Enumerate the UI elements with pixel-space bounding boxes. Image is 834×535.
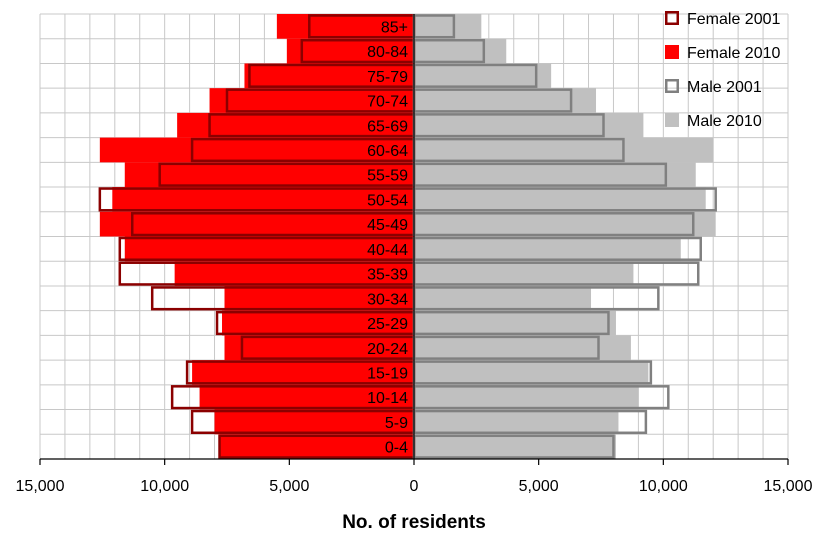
bar-female-2010 bbox=[214, 409, 414, 435]
bar-male-2010 bbox=[414, 187, 706, 212]
bar-male-2010 bbox=[414, 384, 639, 410]
bar-female-2010 bbox=[99, 137, 414, 163]
bar-male-2010 bbox=[414, 335, 631, 361]
bar-female-2010 bbox=[286, 38, 414, 64]
bar-female-2010 bbox=[224, 335, 414, 361]
legend-swatch-outline bbox=[665, 11, 679, 25]
legend-label: Female 2010 bbox=[687, 45, 780, 62]
legend-swatch-fill bbox=[665, 113, 679, 127]
x-tick-label: 0 bbox=[410, 478, 419, 495]
age-group-label: 0-4 bbox=[385, 440, 408, 457]
age-group-label: 65-69 bbox=[367, 118, 408, 135]
bar-female-2010 bbox=[224, 285, 414, 311]
x-tick-label: 15,000 bbox=[764, 478, 813, 495]
age-group-label: 15-19 bbox=[367, 365, 408, 382]
bar-female-2010 bbox=[244, 63, 414, 89]
age-group-labels: 0-4 5-9 10-14 15-19 20-24 25-29 30-34 35-39 40-4… bbox=[367, 19, 408, 456]
bar-female-2010 bbox=[199, 384, 414, 410]
bar-female-2010 bbox=[99, 211, 414, 237]
bar-male-2010 bbox=[414, 409, 619, 435]
legend-label: Female 2001 bbox=[687, 11, 780, 28]
x-tick-label: 15,000 bbox=[16, 478, 65, 495]
bar-male-2010 bbox=[414, 63, 552, 89]
bar-male-2010 bbox=[414, 285, 592, 311]
x-tick-label: 10,000 bbox=[639, 478, 688, 495]
bars bbox=[98, 14, 717, 459]
bar-male-2010 bbox=[414, 162, 696, 188]
bar-male-2010 bbox=[414, 434, 616, 459]
legend: Female 2001 Female 2010 Male 2001 Male 2010 bbox=[665, 11, 780, 130]
bar-male-2010 bbox=[414, 310, 616, 336]
age-group-label: 75-79 bbox=[367, 69, 408, 86]
bar-female-2010 bbox=[177, 112, 414, 138]
bar-female-2010 bbox=[112, 187, 414, 212]
x-tick-label: 10,000 bbox=[140, 478, 189, 495]
x-tick-label: 5,000 bbox=[269, 478, 309, 495]
bar-female-2010 bbox=[174, 261, 414, 286]
age-group-label: 30-34 bbox=[367, 291, 408, 308]
bar-female-2010 bbox=[209, 88, 414, 113]
age-group-label: 20-24 bbox=[367, 341, 408, 358]
legend-swatch-outline bbox=[665, 79, 679, 93]
bar-female-2010 bbox=[124, 236, 415, 262]
age-group-label: 55-59 bbox=[367, 168, 408, 185]
bar-male-2010 bbox=[414, 14, 482, 39]
age-group-label: 60-64 bbox=[367, 143, 408, 160]
legend-label: Male 2001 bbox=[687, 79, 762, 96]
age-group-label: 35-39 bbox=[367, 267, 408, 284]
legend-swatch-fill bbox=[665, 45, 679, 59]
bar-female-2010 bbox=[276, 14, 414, 39]
bar-male-2010 bbox=[414, 211, 716, 237]
bar-male-2010 bbox=[414, 261, 634, 286]
bar-female-2010 bbox=[219, 434, 414, 459]
age-group-label: 25-29 bbox=[367, 316, 408, 333]
bar-female-2010 bbox=[192, 360, 414, 385]
x-tick-label: 5,000 bbox=[519, 478, 559, 495]
bar-male-2010 bbox=[414, 236, 681, 262]
bar-male-2010 bbox=[414, 360, 649, 385]
age-group-label: 85+ bbox=[381, 19, 408, 36]
age-group-label: 70-74 bbox=[367, 94, 408, 111]
age-group-label: 5-9 bbox=[385, 415, 408, 432]
bar-male-2010 bbox=[414, 137, 714, 163]
age-group-label: 45-49 bbox=[367, 217, 408, 234]
bar-female-2010 bbox=[124, 162, 415, 188]
age-group-label: 40-44 bbox=[367, 242, 408, 259]
bar-male-2010 bbox=[414, 112, 644, 138]
legend-label: Male 2010 bbox=[687, 113, 762, 130]
bar-female-2010 bbox=[222, 310, 414, 336]
x-axis: 15,000 10,000 5,000 0 5,000 10,000 15,000 bbox=[16, 14, 813, 495]
bar-male-2010 bbox=[414, 38, 507, 64]
bar-male-2010 bbox=[414, 88, 597, 113]
age-group-label: 10-14 bbox=[367, 390, 408, 407]
age-group-label: 50-54 bbox=[367, 192, 408, 209]
x-axis-title: No. of residents bbox=[342, 512, 486, 533]
age-group-label: 80-84 bbox=[367, 44, 408, 61]
